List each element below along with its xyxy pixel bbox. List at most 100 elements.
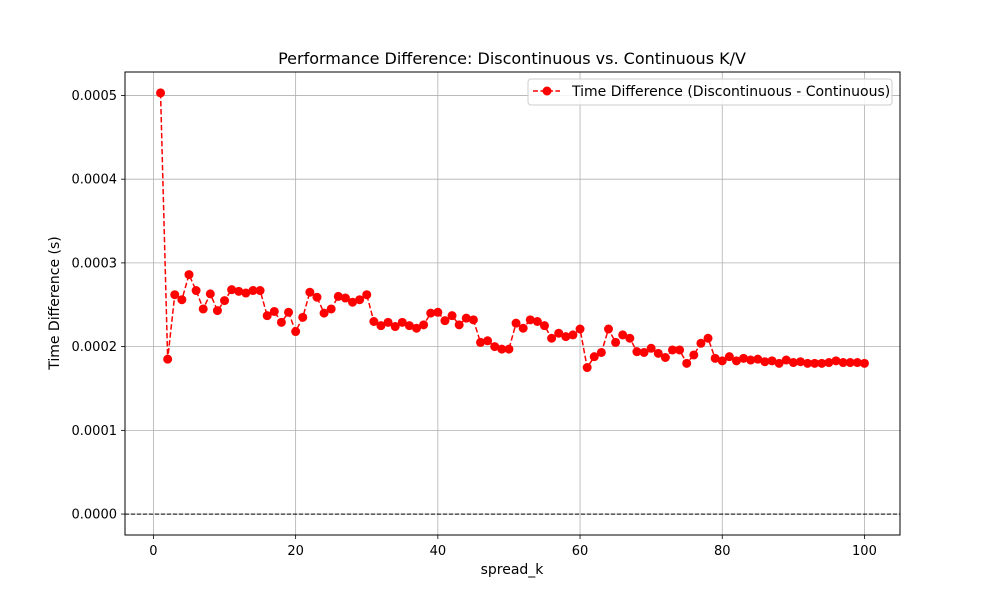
data-point <box>461 313 471 323</box>
data-point <box>305 287 315 297</box>
data-point <box>220 296 230 306</box>
data-point <box>156 88 166 98</box>
data-point <box>660 353 670 363</box>
data-point <box>276 317 286 327</box>
data-point <box>419 320 429 330</box>
data-point <box>639 347 649 357</box>
data-point <box>241 288 251 298</box>
data-point <box>746 355 756 365</box>
data-point <box>191 286 201 296</box>
data-point <box>831 356 841 366</box>
legend-marker-sample <box>542 86 552 96</box>
data-point <box>547 333 557 343</box>
y-tick-label: 0.0005 <box>72 89 118 104</box>
data-point <box>717 356 727 366</box>
data-point <box>838 358 848 368</box>
y-tick-label: 0.0001 <box>72 424 118 439</box>
data-point <box>618 330 628 340</box>
data-point <box>355 295 365 305</box>
data-point <box>710 353 720 363</box>
data-point <box>433 307 443 317</box>
data-point <box>326 304 336 314</box>
data-point <box>689 350 699 360</box>
data-point <box>795 357 805 367</box>
data-point <box>163 354 173 364</box>
legend-label: Time Difference (Discontinuous - Continu… <box>571 84 890 100</box>
data-point <box>227 285 237 295</box>
data-point <box>369 317 379 327</box>
data-point <box>205 289 215 299</box>
data-point <box>298 312 308 322</box>
data-point <box>682 358 692 368</box>
data-point <box>362 290 372 300</box>
series-layer <box>156 88 869 373</box>
data-point <box>255 286 265 296</box>
y-axis: 0.0000 0.0001 0.0002 0.0003 0.0004 0.0005 <box>72 89 125 523</box>
data-point <box>269 306 279 316</box>
y-axis-label: Time Difference (s) <box>47 236 63 371</box>
data-point <box>454 320 464 330</box>
data-point <box>291 327 301 337</box>
data-point <box>504 344 514 354</box>
data-point <box>390 322 400 332</box>
data-point <box>603 324 613 334</box>
x-tick-label: 100 <box>852 544 877 559</box>
data-point <box>696 338 706 348</box>
data-point <box>561 332 571 342</box>
plot-frame <box>124 71 901 536</box>
data-point <box>262 311 272 321</box>
x-tick-label: 0 <box>149 544 157 559</box>
data-point <box>511 318 521 328</box>
chart-title: Performance Difference: Discontinuous vs… <box>278 49 746 68</box>
data-point <box>284 307 294 317</box>
data-point <box>198 304 208 314</box>
data-point <box>625 333 635 343</box>
data-point <box>859 358 869 368</box>
data-point <box>319 308 329 318</box>
data-point <box>412 323 422 333</box>
data-point <box>724 352 734 362</box>
data-point <box>539 321 549 331</box>
data-point <box>731 356 741 366</box>
y-tick-label: 0.0004 <box>72 173 118 188</box>
data-point <box>554 328 564 338</box>
y-tick-label: 0.0000 <box>72 508 118 523</box>
data-point <box>589 352 599 362</box>
data-point <box>333 291 343 301</box>
data-point <box>177 295 187 305</box>
data-point <box>739 353 749 363</box>
x-axis-label: spread_k <box>481 562 545 578</box>
data-point <box>525 315 535 325</box>
data-point <box>852 358 862 368</box>
data-point <box>611 337 621 347</box>
data-point <box>667 345 677 355</box>
data-point <box>518 323 528 333</box>
data-point <box>675 345 685 355</box>
x-tick-label: 80 <box>714 544 731 559</box>
data-point <box>340 293 350 303</box>
data-point <box>476 337 486 347</box>
x-axis: 0 20 40 60 80 100 <box>149 535 877 559</box>
data-point <box>212 306 222 316</box>
data-point <box>817 358 827 368</box>
data-point <box>490 342 500 352</box>
data-point <box>767 356 777 366</box>
data-point <box>348 297 358 307</box>
data-point <box>184 270 194 280</box>
data-point <box>234 286 244 296</box>
x-tick-label: 20 <box>287 544 304 559</box>
data-point <box>497 344 507 354</box>
data-point <box>803 358 813 368</box>
legend: Time Difference (Discontinuous - Continu… <box>527 78 893 106</box>
data-point <box>312 292 322 302</box>
x-tick-label: 40 <box>430 544 447 559</box>
data-point <box>568 330 578 340</box>
data-point <box>582 363 592 373</box>
data-point <box>426 308 436 318</box>
data-point <box>760 357 770 367</box>
data-point <box>575 324 585 334</box>
data-point <box>824 358 834 368</box>
data-point <box>468 315 478 325</box>
data-point <box>170 290 180 300</box>
